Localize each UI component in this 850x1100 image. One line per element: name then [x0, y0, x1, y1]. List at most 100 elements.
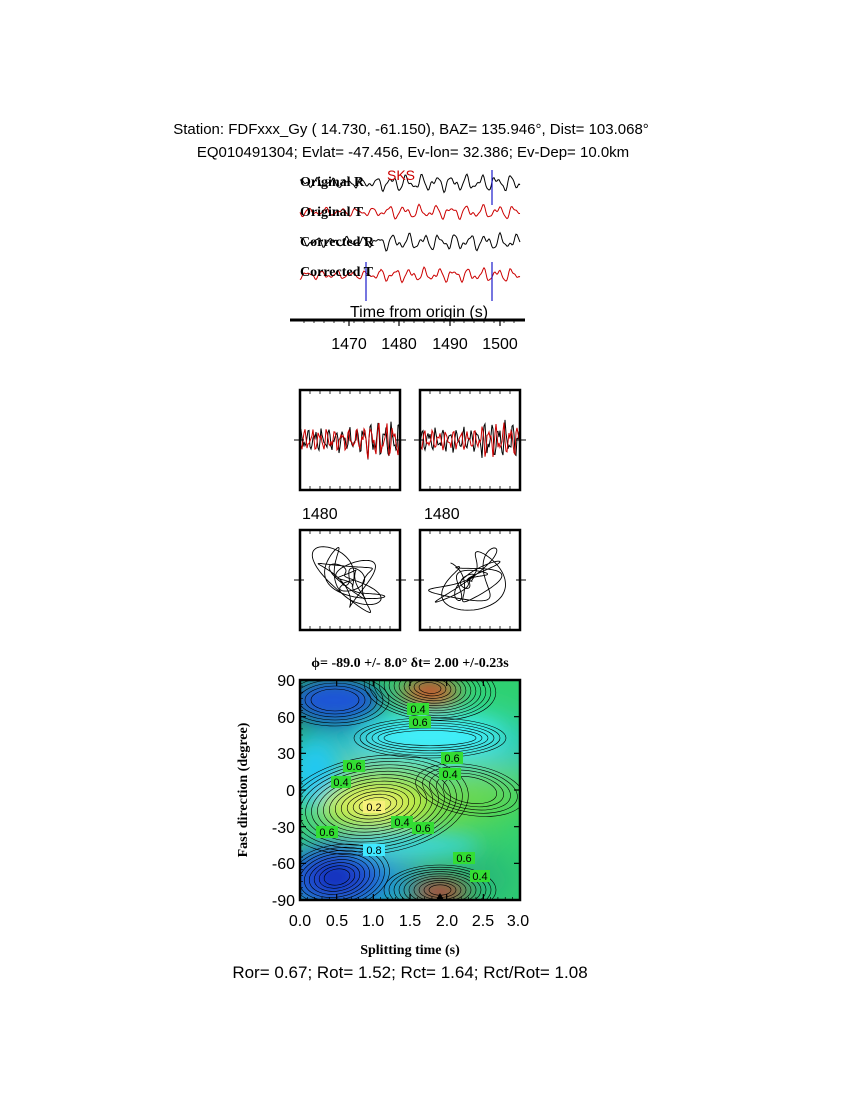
- contour-line: [317, 774, 433, 836]
- contour-line: [418, 682, 442, 694]
- contour-line: [436, 772, 504, 808]
- xtick-1-5: 1.5: [399, 913, 421, 930]
- time-tick-1490: 1490: [432, 336, 468, 353]
- ytick-60: 60: [277, 710, 295, 727]
- contour-line: [305, 767, 445, 843]
- particle-motion-original: [311, 546, 386, 613]
- grid-axis-ticks: [299, 679, 521, 901]
- contour-line: [340, 787, 410, 823]
- waveform-panel-corrected: [420, 419, 520, 458]
- time-tick-1480: 1480: [381, 336, 417, 353]
- contour-line: [300, 680, 378, 721]
- grid-yticks: 90 60 30 0 -30 -60 -90: [272, 673, 295, 910]
- trace-xlabel: Time from origin (s): [350, 304, 488, 321]
- contour-line: [308, 859, 366, 895]
- waveform-tick-right: 1480: [424, 506, 460, 523]
- grid-title: ϕ= -89.0 +/- 8.0° δt= 2.00 +/-0.23s: [311, 656, 509, 671]
- contour-label: 0.8: [366, 845, 381, 857]
- contour-line: [300, 850, 380, 900]
- contour-line: [383, 730, 477, 746]
- trace-corrected-t: [299, 266, 521, 284]
- particle-motion-ticks: [294, 439, 526, 581]
- particle-motion-corrected: [428, 547, 506, 611]
- trace-label-original-t: Original T: [300, 205, 364, 220]
- contour-line: [300, 764, 451, 846]
- contour-label: 0.6: [319, 827, 334, 839]
- contour-line: [313, 862, 361, 892]
- contour-line: [300, 843, 390, 900]
- contour-label: 0.6: [415, 823, 430, 835]
- station-info: Station: FDFxxx_Gy ( 14.730, -61.150), B…: [173, 121, 649, 138]
- waveform-r-original: [300, 421, 400, 460]
- contour-line: [403, 873, 477, 900]
- contour-label: 0.6: [444, 753, 459, 765]
- contour-line: [398, 680, 462, 704]
- contour-line: [398, 871, 482, 900]
- particle-motion-original-path: [311, 546, 386, 613]
- contour-line: [383, 864, 497, 900]
- waveform-panel-ticks: [309, 390, 511, 630]
- contour-label: 0.2: [366, 802, 381, 814]
- contour-line: [388, 866, 492, 900]
- contour-line: [408, 875, 472, 900]
- contour-label: 0.6: [346, 761, 361, 773]
- time-tick-1470: 1470: [331, 336, 367, 353]
- grid-xlabel: Splitting time (s): [360, 943, 460, 958]
- xtick-0: 0.0: [289, 913, 311, 930]
- grid-ylabel: Fast direction (degree): [236, 722, 251, 857]
- contour-line: [403, 680, 457, 702]
- contour-label: 0.6: [456, 853, 471, 865]
- contour-line: [323, 777, 427, 833]
- contour-label: 0.4: [333, 777, 348, 789]
- contour-line: [415, 763, 520, 817]
- waveform-t-corrected: [420, 422, 520, 458]
- xtick-1: 1.0: [362, 913, 384, 930]
- contour-line: [300, 846, 385, 900]
- xtick-0-5: 0.5: [326, 913, 348, 930]
- trace-label-corrected-r: Corrected R: [300, 235, 375, 250]
- contour-line: [443, 776, 497, 804]
- contour-line: [300, 680, 384, 724]
- contour-line: [311, 771, 439, 839]
- particle-motion-corrected-path: [428, 547, 506, 611]
- contour-line: [304, 685, 366, 715]
- contour-line: [429, 769, 511, 811]
- ytick-minus30: -30: [272, 820, 295, 837]
- contour-line: [310, 688, 360, 712]
- contour-line: [422, 766, 518, 814]
- contour-line: [393, 869, 487, 900]
- trace-corrected-r: [299, 231, 521, 252]
- contour-line: [329, 780, 421, 830]
- contour-label: 0.6: [412, 717, 427, 729]
- ytick-30: 30: [277, 746, 295, 763]
- ytick-minus60: -60: [272, 856, 295, 873]
- trace-original-t: [299, 203, 521, 221]
- time-axis-ticks: [303, 320, 515, 326]
- contour-line: [300, 680, 390, 727]
- contour-label: 0.4: [394, 817, 409, 829]
- contour-labels: 0.4 0.6 0.6 0.4 0.6 0.4 0.2 0.4 0.6 0.6 …: [316, 703, 490, 883]
- contour-line: [346, 790, 404, 820]
- ytick-90: 90: [277, 673, 295, 690]
- event-info: EQ010491304; Evlat= -47.456, Ev-lon= 32.…: [196, 144, 630, 161]
- particle-motion-original-frame: [298, 528, 402, 632]
- contour-line: [352, 793, 398, 817]
- trace-label-original-r: Original R: [300, 175, 365, 190]
- contour-line: [413, 877, 467, 900]
- contour-label: 0.4: [410, 704, 425, 716]
- waveform-panel-original: [300, 421, 400, 460]
- contour-label: 0.4: [442, 769, 457, 781]
- best-fit-marker: [436, 893, 444, 900]
- xtick-3: 3.0: [507, 913, 529, 930]
- contour-line: [318, 865, 356, 889]
- ratio-summary: Ror= 0.67; Rot= 1.52; Rct= 1.64; Rct/Rot…: [232, 963, 588, 982]
- ytick-0: 0: [286, 783, 295, 800]
- contour-line: [323, 868, 351, 886]
- trace-section: Original R Original T Corrected R Correc…: [290, 167, 525, 353]
- waveform-tick-left: 1480: [302, 506, 338, 523]
- contour-line: [408, 680, 452, 699]
- ytick-minus90: -90: [272, 893, 295, 910]
- contour-line: [334, 784, 416, 826]
- contour-label: 0.4: [472, 871, 487, 883]
